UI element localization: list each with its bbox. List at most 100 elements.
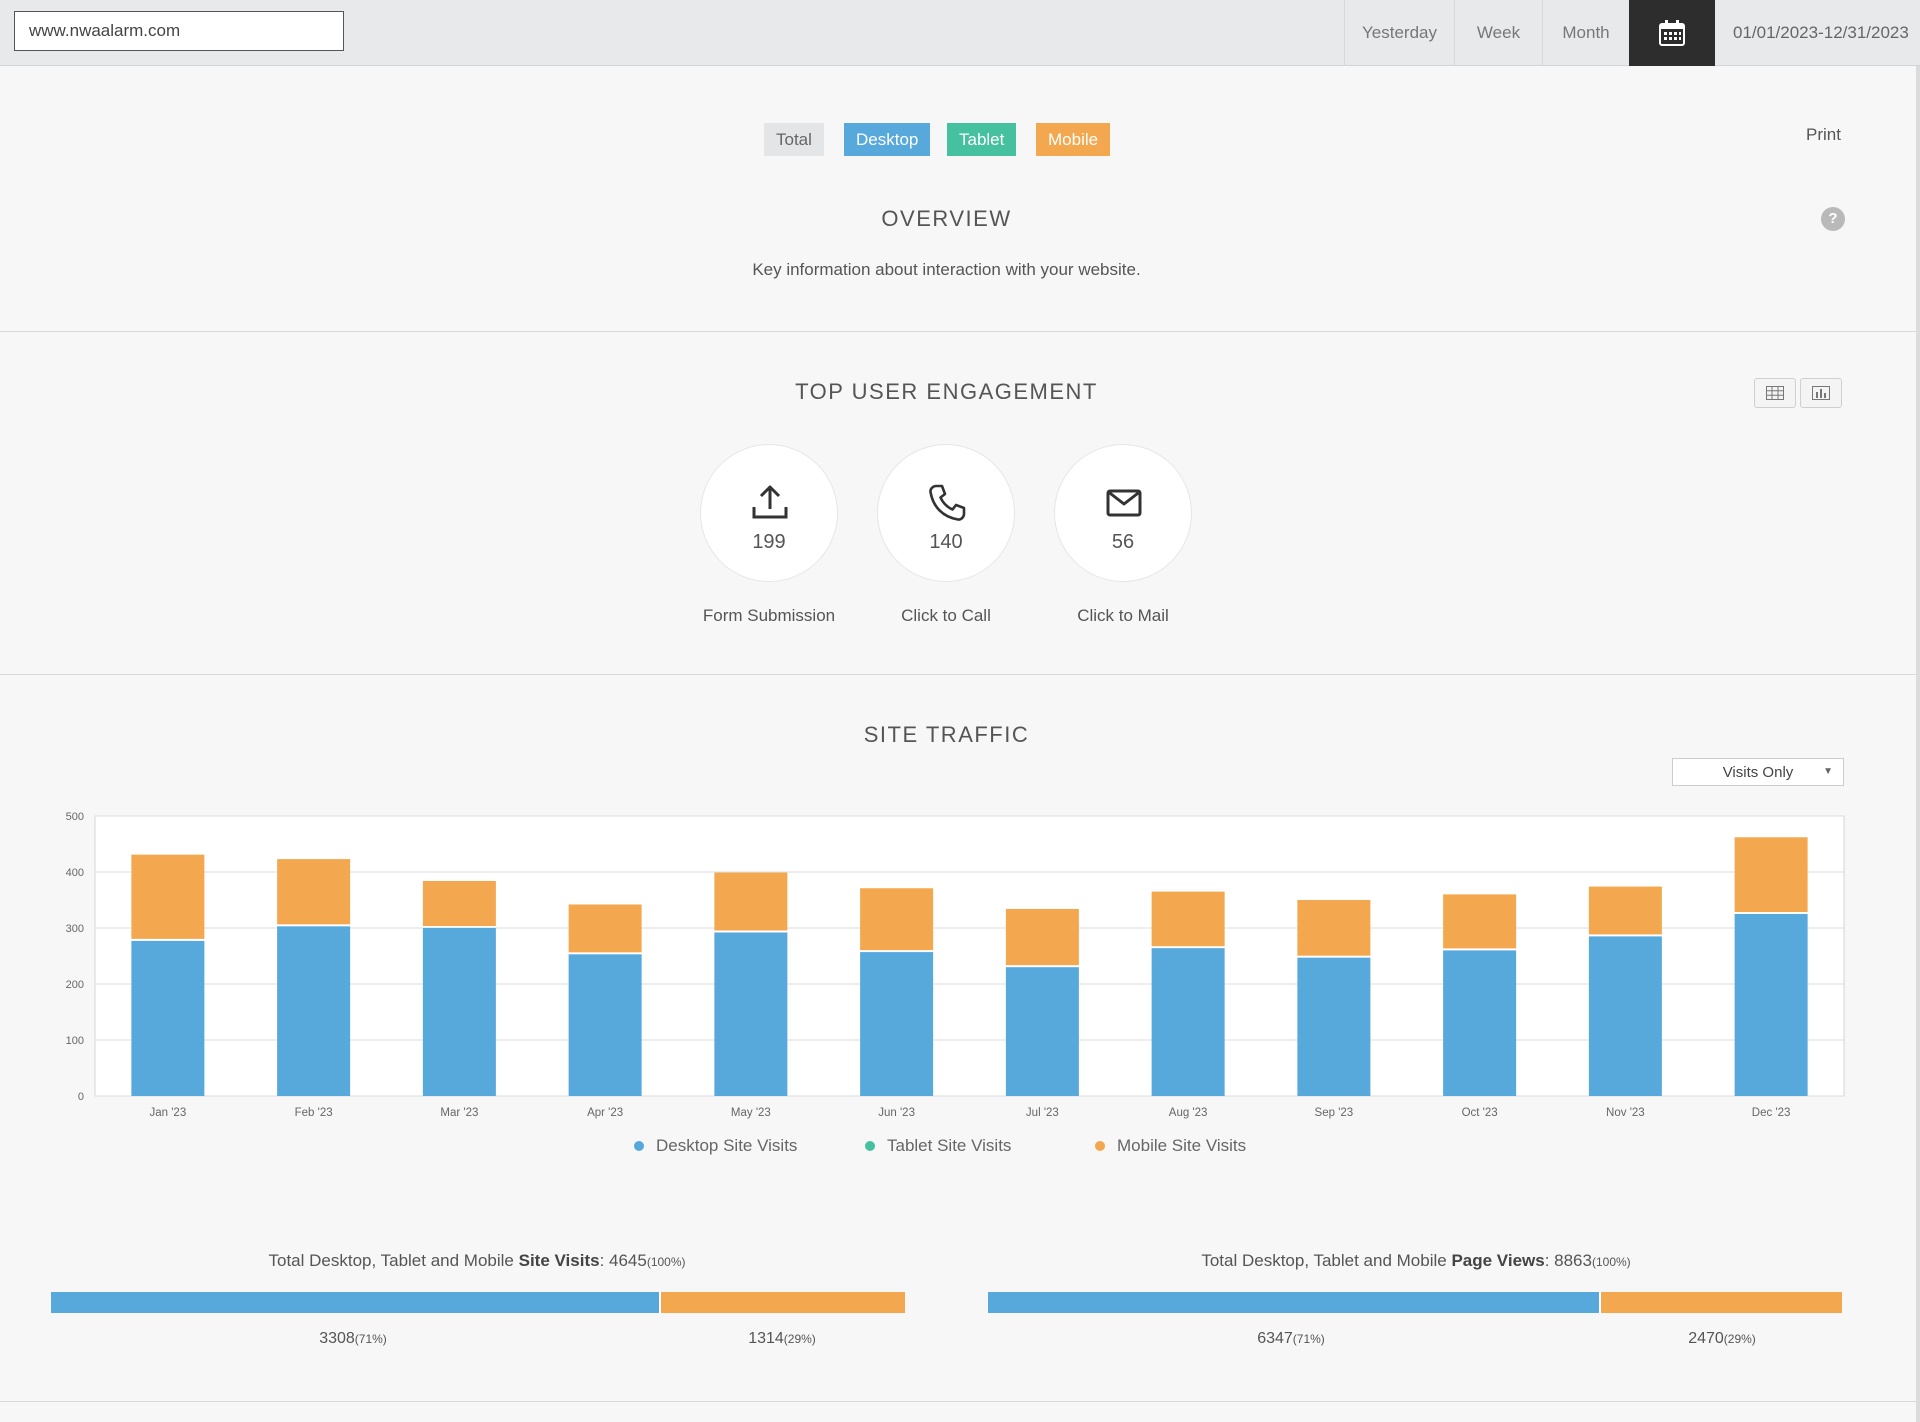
y-tick-label: 100 (66, 1035, 84, 1047)
phone-icon (929, 484, 966, 521)
bar-mobile-site-visits (131, 854, 205, 939)
legend-tablet[interactable]: Tablet Site Visits (865, 1136, 1011, 1156)
site-traffic-chart: 0 100 200 300 400 500 Jan '23 Feb '23 Mar '23 Apr… (66, 811, 1845, 1119)
click-to-call-value: 140 (929, 531, 963, 553)
segment-tablet-button[interactable]: Tablet (947, 123, 1017, 156)
bar-mobile-site-visits (422, 880, 496, 926)
bar-mobile-site-visits (1297, 900, 1371, 956)
overview-title: OVERVIEW (881, 206, 1012, 231)
summary-pct: (100%) (646, 1255, 686, 1269)
summary-prefix: Total Desktop, Tablet and Mobile (268, 1251, 519, 1270)
pct: (71%) (354, 1332, 387, 1346)
bar-mobile-site-visits (1005, 908, 1079, 966)
y-tick-label: 500 (66, 811, 84, 823)
summary-prefix: Total Desktop, Tablet and Mobile (1201, 1251, 1452, 1270)
y-tick-label: 200 (66, 979, 84, 991)
scrollbar[interactable] (1916, 66, 1920, 1422)
visits-desktop-label: 3308(71%) (253, 1330, 453, 1348)
top-bar: Yesterday Week Month 01/01/2023-12/31/20… (0, 0, 1920, 66)
legend-label: Tablet Site Visits (887, 1136, 1012, 1155)
x-tick-label: Apr '23 (587, 1107, 623, 1119)
click-to-mail-card[interactable]: 56 (1054, 444, 1192, 582)
visits-mobile-label: 1314(29%) (682, 1330, 882, 1348)
chart-view-button[interactable] (1800, 378, 1842, 408)
legend-label: Mobile Site Visits (1117, 1136, 1247, 1155)
value: 3308 (319, 1330, 355, 1347)
print-link[interactable]: Print (1806, 125, 1841, 144)
legend-dot (1095, 1141, 1105, 1151)
metric-dropdown[interactable]: Visits Only ▼ (1672, 758, 1844, 786)
pct: (71%) (1292, 1332, 1325, 1346)
bar-mobile-site-visits (1734, 837, 1808, 912)
summary-value: : 8863 (1544, 1251, 1592, 1270)
bar-desktop-site-visits (714, 932, 788, 1096)
segment-mobile-button[interactable]: Mobile (1036, 123, 1111, 156)
calendar-button[interactable] (1629, 0, 1715, 66)
legend-desktop[interactable]: Desktop Site Visits (634, 1136, 797, 1156)
x-tick-label: Jan '23 (150, 1107, 187, 1119)
mobile-share-bar (1601, 1292, 1842, 1313)
bar-mobile-site-visits (277, 859, 351, 925)
value: 6347 (1257, 1330, 1293, 1347)
x-tick-label: Oct '23 (1462, 1107, 1498, 1119)
y-tick-label: 300 (66, 923, 84, 935)
legend-mobile[interactable]: Mobile Site Visits (1095, 1136, 1246, 1156)
site-selector-input[interactable] (14, 11, 344, 51)
range-yesterday-button[interactable]: Yesterday (1344, 0, 1454, 66)
click-to-mail-value: 56 (1111, 531, 1135, 553)
bar-desktop-site-visits (568, 954, 642, 1096)
pct: (29%) (1723, 1332, 1756, 1346)
segment-desktop-button[interactable]: Desktop (844, 123, 931, 156)
chevron-down-icon: ▼ (1823, 766, 1833, 777)
bar-mobile-site-visits (1151, 891, 1225, 947)
bar-mobile-site-visits (714, 872, 788, 931)
x-tick-label: Jun '23 (878, 1107, 915, 1119)
summary-value: : 4645 (599, 1251, 647, 1270)
click-to-call-label: Click to Call (901, 606, 991, 625)
traffic-title: SITE TRAFFIC (863, 722, 1030, 747)
legend-dot (634, 1141, 644, 1151)
mobile-share-bar (661, 1292, 905, 1313)
page-views-summary: Total Desktop, Tablet and Mobile Page Vi… (988, 1251, 1844, 1271)
bar-separator (659, 1292, 662, 1313)
bar-desktop-site-visits (277, 926, 351, 1096)
pageviews-desktop-label: 6347(71%) (1191, 1330, 1391, 1348)
bar-desktop-site-visits (131, 940, 205, 1096)
value: 2470 (1688, 1330, 1724, 1347)
date-range-display[interactable]: 01/01/2023-12/31/2023 (1733, 23, 1909, 42)
bar-desktop-site-visits (1005, 967, 1079, 1096)
range-week-button[interactable]: Week (1454, 0, 1542, 66)
bar-mobile-site-visits (1443, 894, 1517, 949)
summary-pct: (100%) (1591, 1255, 1631, 1269)
x-tick-label: Dec '23 (1752, 1107, 1791, 1119)
bar-desktop-site-visits (1443, 950, 1517, 1096)
help-icon[interactable]: ? (1821, 207, 1845, 231)
site-visits-split-bar (51, 1292, 905, 1313)
table-icon (1766, 386, 1784, 400)
engagement-title: TOP USER ENGAGEMENT (795, 379, 1098, 404)
divider (0, 674, 1916, 675)
x-tick-label: Mar '23 (440, 1107, 478, 1119)
click-to-mail-label: Click to Mail (1077, 606, 1169, 625)
bar-separator (1599, 1292, 1602, 1313)
pageviews-mobile-label: 2470(29%) (1622, 1330, 1822, 1348)
desktop-share-bar (988, 1292, 1600, 1313)
bar-desktop-site-visits (1297, 957, 1371, 1096)
page-views-split-bar (988, 1292, 1842, 1313)
x-tick-label: Nov '23 (1606, 1107, 1645, 1119)
divider (0, 1401, 1916, 1402)
summary-metric: Page Views (1451, 1251, 1545, 1270)
click-to-call-card[interactable]: 140 (877, 444, 1015, 582)
bar-mobile-site-visits (1588, 886, 1662, 935)
table-view-button[interactable] (1754, 378, 1796, 408)
upload-icon (752, 485, 788, 519)
summary-metric: Site Visits (518, 1251, 600, 1270)
segment-total-button[interactable]: Total (764, 123, 824, 156)
site-visits-summary: Total Desktop, Tablet and Mobile Site Vi… (50, 1251, 904, 1271)
overview-subtitle: Key information about interaction with y… (752, 260, 1141, 279)
range-month-button[interactable]: Month (1542, 0, 1629, 66)
divider (0, 331, 1916, 332)
form-submission-card[interactable]: 199 (700, 444, 838, 582)
mail-icon (1106, 489, 1142, 517)
x-tick-label: May '23 (731, 1107, 771, 1119)
